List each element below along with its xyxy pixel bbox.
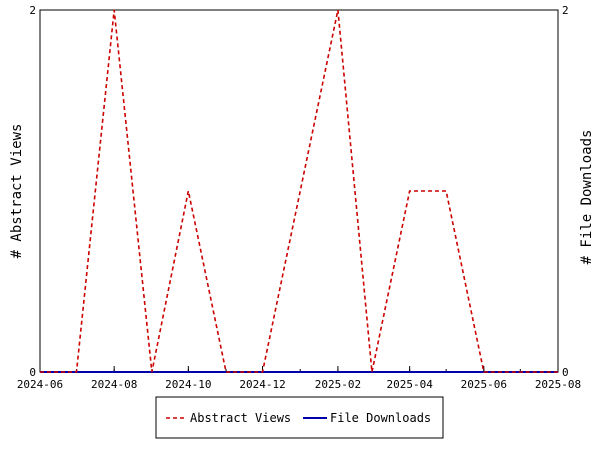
y-axis-left-ticks: 02 <box>29 4 46 379</box>
x-axis-ticks: 2024-06 2024-08 2024-10 2024-12 2025-02 2025-… <box>17 366 581 391</box>
legend: Abstract Views File Downloads <box>155 396 444 439</box>
series-line-abstract-views <box>40 9 558 373</box>
y-axis-right-ticks: 02 <box>552 4 569 379</box>
y-axis-left-title: # Abstract Views <box>9 124 25 259</box>
x-tick-label: 2024-10 <box>165 378 211 391</box>
x-tick-label: 2025-02 <box>315 378 361 391</box>
x-tick-label: 2024-08 <box>91 378 137 391</box>
y-axis-right-title: # File Downloads <box>579 130 595 265</box>
y-left-tick-label: 0 <box>29 366 36 379</box>
series-layer <box>40 9 558 373</box>
plot-area-border <box>39 9 559 373</box>
x-tick-label: 2025-04 <box>386 378 433 391</box>
legend-label-file-downloads: File Downloads <box>330 411 431 425</box>
x-tick-label: 2024-12 <box>239 378 285 391</box>
y-right-tick-label: 2 <box>562 4 569 17</box>
y-right-tick-label: 0 <box>562 366 569 379</box>
plot-frame <box>39 9 559 373</box>
x-tick-label: 2024-06 <box>17 378 63 391</box>
y-left-tick-label: 2 <box>29 4 36 17</box>
legend-box <box>155 396 444 439</box>
legend-label-abstract-views: Abstract Views <box>190 411 291 425</box>
x-tick-label: 2025-08 <box>535 378 581 391</box>
x-tick-label: 2025-06 <box>461 378 507 391</box>
